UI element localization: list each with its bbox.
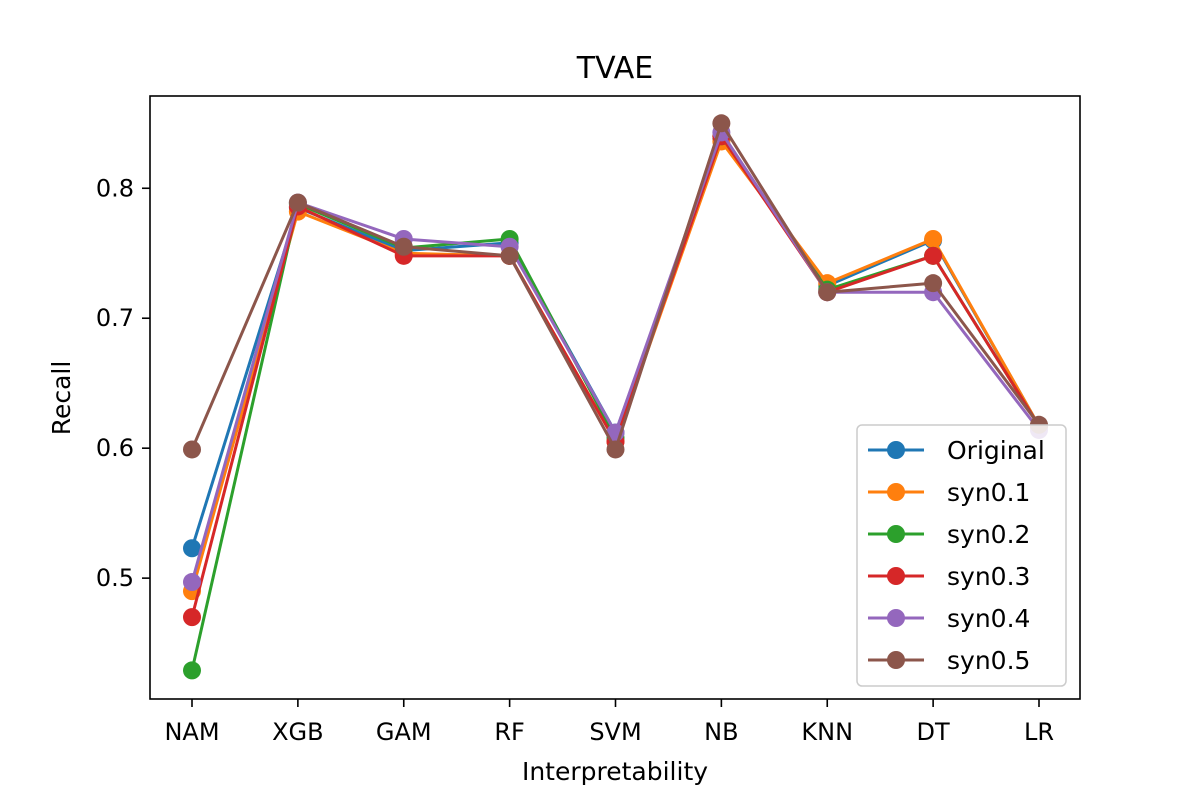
- x-tick-label: NB: [704, 718, 738, 746]
- legend-box: [856, 424, 1067, 687]
- series-syn0.5: [183, 114, 1048, 459]
- y-tick-label: 0.5: [96, 564, 134, 592]
- legend-label: syn0.4: [947, 604, 1030, 633]
- legend-item: Original: [868, 436, 1045, 465]
- legend: Original syn0.1 syn0.2 syn0.3 syn0.4 syn0.5: [856, 424, 1067, 687]
- legend-label: syn0.3: [947, 562, 1030, 591]
- y-axis-ticks: 0.5 0.6 0.7 0.8: [96, 174, 150, 592]
- legend-marker: [887, 525, 905, 543]
- legend-item: syn0.4: [868, 604, 1030, 633]
- data-point: [183, 440, 201, 459]
- data-point: [500, 246, 519, 265]
- chart-title: TVAE: [576, 51, 653, 86]
- data-point: [288, 193, 307, 212]
- x-axis-ticks: NAM XGB GAM RF SVM NB KNN DT LR: [164, 699, 1054, 746]
- x-tick-label: RF: [494, 718, 524, 746]
- legend-item: syn0.5: [868, 646, 1030, 675]
- x-tick-label: NAM: [164, 718, 219, 746]
- x-tick-label: XGB: [272, 718, 324, 746]
- x-tick-label: GAM: [376, 718, 432, 746]
- x-tick-label: KNN: [801, 718, 853, 746]
- legend-marker: [887, 609, 905, 627]
- legend-marker: [887, 483, 905, 501]
- legend-item: syn0.2: [868, 520, 1030, 549]
- data-point: [183, 608, 201, 627]
- series-layer: [183, 114, 1048, 680]
- legend-label: Original: [947, 436, 1045, 465]
- data-point: [606, 440, 625, 459]
- data-point: [394, 237, 413, 256]
- legend-marker: [887, 651, 905, 669]
- legend-marker: [887, 441, 905, 459]
- data-point: [183, 539, 201, 558]
- data-point: [924, 246, 943, 265]
- legend-items: Original syn0.1 syn0.2 syn0.3 syn0.4 syn0.5: [868, 436, 1045, 675]
- legend-item: syn0.3: [868, 562, 1030, 591]
- legend-item: syn0.1: [868, 478, 1030, 507]
- legend-marker: [887, 567, 905, 585]
- data-point: [183, 573, 201, 592]
- legend-label: syn0.1: [947, 478, 1030, 507]
- y-tick-label: 0.6: [96, 434, 134, 462]
- y-tick-label: 0.7: [96, 304, 134, 332]
- x-tick-label: SVM: [589, 718, 641, 746]
- data-point: [924, 274, 943, 293]
- y-tick-label: 0.8: [96, 174, 134, 202]
- y-axis-label: Recall: [47, 361, 76, 436]
- legend-label: syn0.2: [947, 520, 1030, 549]
- data-point: [712, 114, 731, 133]
- x-tick-label: LR: [1024, 718, 1054, 746]
- x-tick-label: DT: [917, 718, 950, 746]
- data-point: [183, 661, 201, 680]
- data-point: [924, 229, 943, 248]
- x-axis-label: Interpretability: [522, 757, 708, 786]
- legend-label: syn0.5: [947, 646, 1030, 675]
- data-point: [818, 283, 837, 302]
